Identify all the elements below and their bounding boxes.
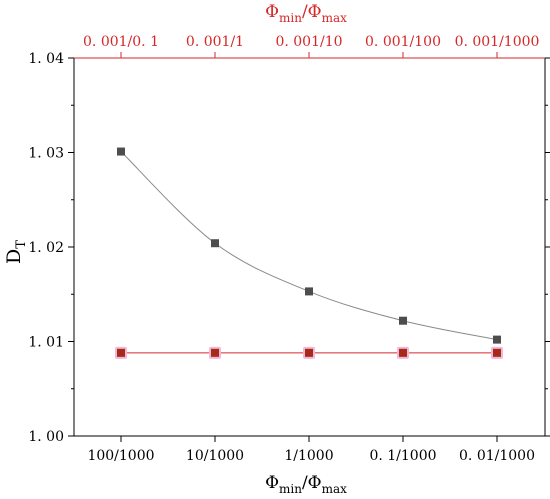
- series-2-point: [399, 348, 407, 357]
- series-1-point: [305, 287, 313, 296]
- x-top-title-sub1: min: [279, 11, 302, 25]
- x-bottom-tick-label: 0. 01/1000: [459, 448, 535, 464]
- series-lines-layer: [120, 151, 498, 354]
- y-tick-label: 1. 01: [28, 335, 64, 351]
- x-bottom-tick-label: 10/1000: [186, 448, 244, 464]
- x-bottom-tick-label: 0. 1/1000: [369, 448, 436, 464]
- x-top-title-main: Φ: [265, 2, 279, 22]
- series-1-point: [493, 335, 501, 344]
- series-1-line: [120, 151, 498, 341]
- x-bottom-title-sub1: min: [279, 482, 302, 496]
- x-bottom-tick-label: 100/1000: [87, 448, 154, 464]
- series-1-point: [117, 147, 125, 156]
- series-2-point: [211, 348, 219, 357]
- x-bottom-title-sub2: max: [322, 482, 348, 496]
- x-top-tick-label: 0. 001/1000: [455, 34, 540, 50]
- x-top-title-sub2: max: [322, 11, 348, 25]
- x-top-tick-label: 0. 001/1: [186, 34, 244, 50]
- series-2-point: [117, 348, 125, 357]
- x-top-tick-label: 0. 001/10: [275, 34, 342, 50]
- x-axis-bottom-title: Φmin/Φmax: [265, 473, 347, 496]
- x-bottom-title-main: Φ: [265, 473, 279, 493]
- y-title-sub: T: [14, 240, 29, 249]
- series-markers-layer: [115, 147, 503, 359]
- y-axis-title: DT: [3, 240, 29, 264]
- y-tick-label: 1. 02: [28, 240, 64, 256]
- x-bottom-title-sep: /Φ: [302, 473, 322, 493]
- y-tick-label: 1. 03: [28, 146, 64, 162]
- x-bottom-tick-label: 1/1000: [284, 448, 333, 464]
- y-tick-label: 1. 04: [28, 51, 64, 67]
- y-title-main: D: [3, 249, 25, 264]
- series-2-point: [305, 348, 313, 357]
- series-1-point: [211, 239, 219, 248]
- x-axis-top-title: Φmin/Φmax: [265, 2, 347, 25]
- ticks-layer: 1. 00 1. 01 1. 02 1. 03 1. 04 100/1000 10/1000…: [28, 34, 550, 464]
- series-2-point: [493, 348, 501, 357]
- series-1-point: [399, 316, 407, 325]
- x-top-tick-label: 0. 001/0. 1: [83, 34, 159, 50]
- x-top-title-sep: /Φ: [302, 2, 322, 22]
- y-tick-label: 1. 00: [28, 429, 64, 445]
- x-top-tick-label: 0. 001/100: [365, 34, 441, 50]
